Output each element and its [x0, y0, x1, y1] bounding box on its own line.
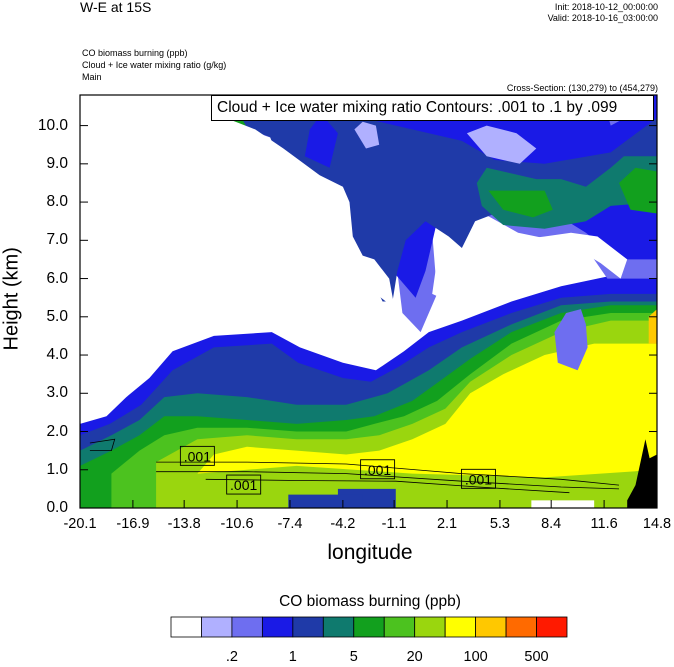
- contour-label-box-0: [179, 445, 215, 466]
- x-tick-label: 2.1: [436, 516, 458, 532]
- colorbar-cell-2: [231, 616, 263, 638]
- x-tick-label: 14.8: [642, 516, 672, 532]
- co-band-22: [432, 232, 628, 306]
- field-line-3: Main: [82, 72, 102, 82]
- co-band-6: [197, 343, 657, 478]
- co-band-15: [488, 190, 553, 218]
- co-band-19: [466, 125, 537, 164]
- colorbar-cell-11: [505, 616, 537, 638]
- plot-title: W-E at 15S: [80, 0, 152, 15]
- y-tick-label: 1.0: [46, 460, 68, 478]
- colorbar-cell-7: [383, 616, 416, 638]
- terrain: [627, 439, 657, 508]
- colorbar-cell-6: [353, 616, 385, 638]
- cloud-contour-0: [89, 438, 116, 452]
- x-tick-label: 11.6: [590, 516, 618, 532]
- contour-label-box-1: [226, 474, 262, 495]
- y-tick-label: 7.0: [46, 231, 68, 249]
- y-tick-label: 6.0: [46, 269, 68, 287]
- x-tick-label: -20.1: [63, 516, 97, 532]
- colorbar-cell-8: [414, 616, 446, 638]
- x-tick-label: 8.4: [541, 516, 562, 532]
- colorbar-cell-5: [322, 616, 355, 638]
- field-line-1: CO biomass burning (ppb): [82, 48, 188, 58]
- x-tick-label: -10.6: [220, 516, 254, 532]
- surface-band-2: [531, 500, 595, 508]
- contour-label-box-3: [460, 468, 496, 489]
- co-band-23: [80, 95, 395, 405]
- cloud-contour-1: [156, 461, 620, 486]
- y-tick-label: 2.0: [46, 422, 68, 440]
- surface-band-1: [288, 494, 363, 508]
- co-band-17: [304, 114, 338, 168]
- contour-label-3: .001: [465, 471, 492, 487]
- x-tick-label: -1.1: [381, 516, 407, 532]
- y-tick-label: 0.0: [46, 499, 68, 516]
- y-tick-label: 4.0: [46, 346, 68, 364]
- contour-label-2: .001: [364, 462, 391, 478]
- contour-label-1: .001: [230, 477, 257, 493]
- y-tick-label: 3.0: [46, 384, 68, 402]
- colorbar-cell-3: [261, 616, 294, 638]
- colorbar-title: CO biomass burning (ppb): [279, 593, 461, 610]
- x-axis-label: longitude: [327, 541, 413, 564]
- contour-label-0: .001: [184, 448, 211, 464]
- colorbar-label: 5: [349, 649, 358, 665]
- colorbar-cell-0: [170, 616, 202, 638]
- colorbar-label: 500: [524, 649, 549, 665]
- cloud-contour-2: [156, 471, 620, 490]
- x-tick-label: -7.4: [277, 516, 303, 532]
- y-axis-label: Height (km): [0, 247, 23, 351]
- colorbar-cell-10: [475, 616, 507, 638]
- field-line-2: Cloud + Ice water mixing ratio (g/kg): [82, 60, 227, 70]
- field-layer: [80, 95, 657, 508]
- x-tick-label: -16.9: [116, 516, 150, 532]
- co-band-21: [554, 309, 588, 371]
- contour-label-box-2: [360, 459, 396, 480]
- x-tick-label: 5.3: [489, 516, 510, 532]
- colorbar-cell-4: [292, 616, 324, 638]
- colorbar-cell-9: [444, 616, 477, 638]
- contour-info-box: Cloud + Ice water mixing ratio Contours:…: [211, 95, 654, 121]
- co-band-18: [354, 121, 380, 149]
- cross-section-label: Cross-Section: (130,279) to (454,279): [506, 83, 658, 93]
- co-band-16: [619, 167, 657, 214]
- co-band-7: [648, 309, 657, 344]
- x-tick-label: -4.2: [330, 516, 356, 532]
- x-tick-label: -13.8: [167, 516, 201, 532]
- colorbar-cell-12: [536, 616, 568, 638]
- y-tick-label: 9.0: [46, 154, 68, 172]
- y-tick-label: 10.0: [37, 116, 68, 134]
- colorbar-label: 100: [463, 649, 488, 665]
- init-time: Init: 2018-10-12_00:00:00: [554, 2, 658, 12]
- y-tick-label: 8.0: [46, 193, 68, 211]
- colorbar-cell-1: [201, 616, 233, 638]
- y-tick-label: 5.0: [46, 307, 68, 325]
- valid-time: Valid: 2018-10-16_03:00:00: [547, 13, 658, 23]
- colorbar-label: 1: [288, 649, 297, 665]
- colorbar-label: 20: [406, 649, 423, 665]
- colorbar-label: .2: [225, 649, 238, 665]
- cloud-contour-3: [205, 478, 570, 494]
